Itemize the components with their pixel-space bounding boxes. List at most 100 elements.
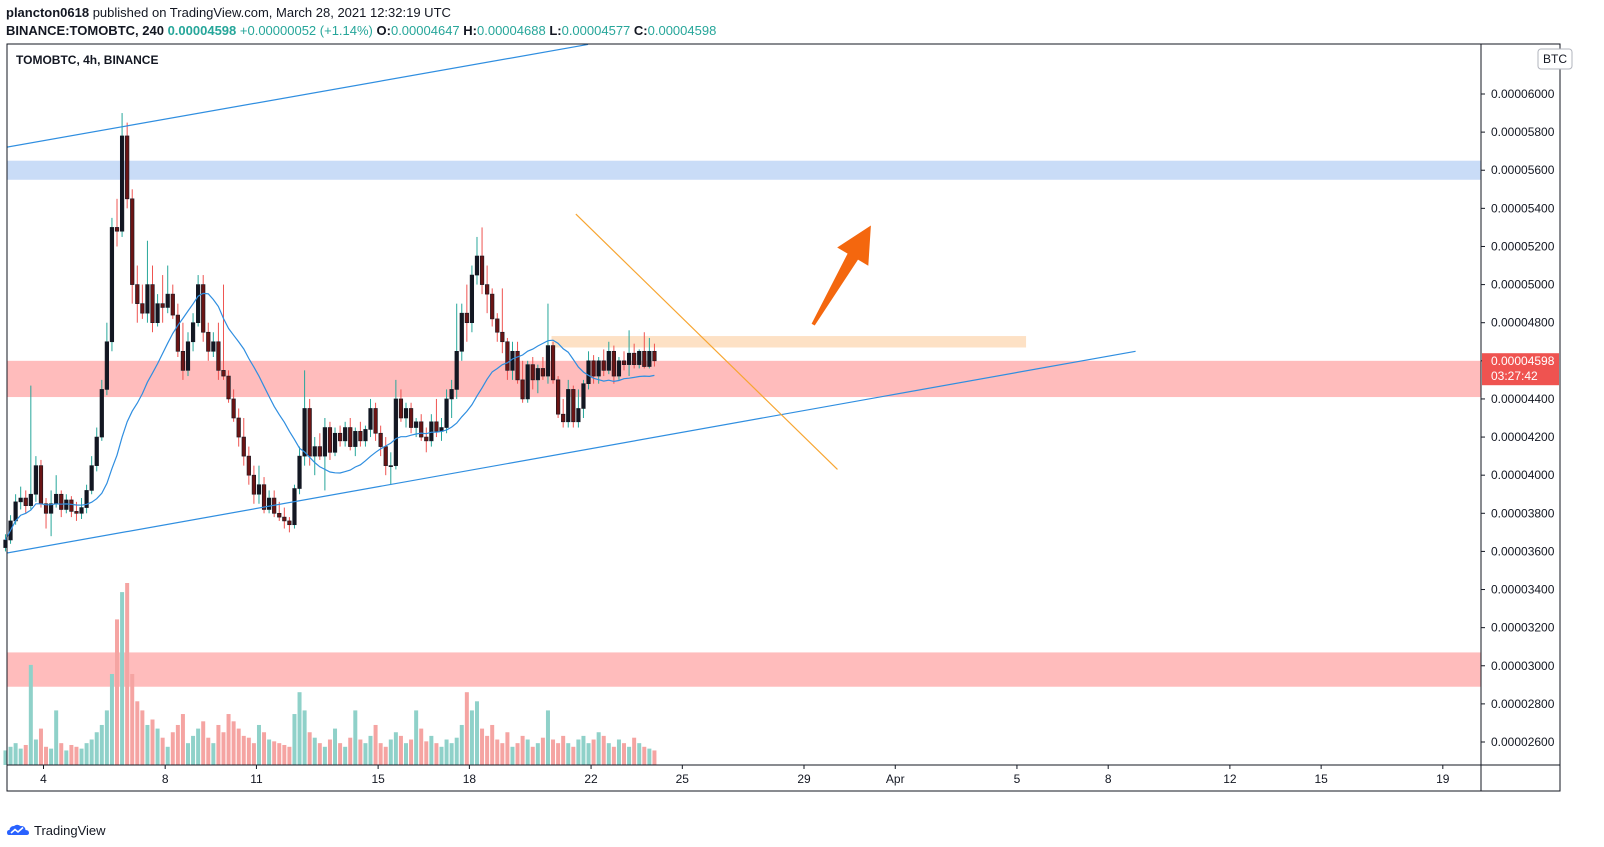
candle-body: [38, 465, 44, 505]
labels-layer: TOMOBTC, 4h, BINANCE BTC 0.0000459803:27…: [16, 48, 1573, 386]
candle-body: [64, 499, 69, 510]
price-tick-label: 0.00004400: [1491, 392, 1555, 406]
publish-info: published on TradingView.com, March 28, …: [89, 5, 451, 20]
volume-bar: [642, 746, 647, 765]
drawings-layer: [5, 44, 1136, 554]
candle-body: [348, 427, 353, 447]
volume-bar: [8, 746, 13, 765]
time-tick-label: 19: [1436, 772, 1450, 786]
upward-arrow-icon[interactable]: [811, 225, 871, 326]
volume-bar: [246, 737, 251, 765]
volume-bar: [444, 739, 449, 765]
candle-body: [479, 255, 485, 285]
volume-bar: [373, 724, 378, 765]
volume-bar: [191, 735, 196, 765]
candle-body: [459, 312, 464, 352]
candle-body: [520, 379, 525, 400]
volume-bar: [551, 739, 556, 765]
volume-bar: [388, 739, 393, 765]
tradingview-brand[interactable]: TradingView: [34, 822, 106, 838]
lower-channel-line[interactable]: [5, 350, 1136, 554]
time-tick-label: 18: [463, 772, 477, 786]
candle-body: [469, 274, 475, 324]
candle-body: [231, 398, 236, 419]
volume-bar: [160, 737, 165, 765]
volume-bar: [170, 732, 175, 765]
zone-resistance-blue[interactable]: [7, 160, 1481, 180]
candle-body: [267, 497, 272, 510]
volume-bar: [632, 737, 637, 765]
volume-bar: [59, 743, 64, 765]
volume-bar: [353, 710, 358, 765]
zone-support-red-low[interactable]: [7, 652, 1481, 687]
time-axis[interactable]: 4 8 11 15 18 22 25 29 Apr 5 8 12 15 19: [40, 765, 1450, 786]
volume-bar: [267, 739, 272, 765]
volume-bar: [540, 737, 545, 765]
volume-bar: [596, 732, 601, 765]
candle-body: [363, 429, 368, 442]
candle-body: [312, 446, 317, 457]
currency-badge[interactable]: BTC: [1543, 52, 1567, 66]
candle-body: [525, 364, 530, 400]
candle-body: [530, 364, 535, 381]
publisher-username[interactable]: plancton0618: [6, 5, 90, 20]
candle-body: [145, 284, 150, 314]
volume-bar: [510, 746, 515, 765]
volume-bar: [185, 743, 190, 765]
volume-bar: [652, 750, 657, 765]
candle-body: [13, 501, 18, 522]
candle-body: [444, 398, 449, 428]
volume-bar: [216, 724, 221, 765]
ohlc-line: BINANCE:TOMOBTC, 240 0.00004598 +0.00000…: [6, 22, 716, 40]
candle-body: [611, 350, 616, 377]
volume-bar: [530, 746, 535, 765]
candle-body: [99, 389, 104, 438]
candle-body: [23, 497, 28, 506]
volume-bar: [79, 748, 84, 765]
volume-bar: [611, 746, 616, 765]
volume-bar: [231, 721, 236, 765]
time-tick-label: 22: [584, 772, 598, 786]
volume-bar: [601, 735, 606, 765]
volume-bar: [206, 737, 211, 765]
publish-line: plancton0618 published on TradingView.co…: [6, 4, 716, 22]
zone-breakout-orange[interactable]: [551, 336, 1027, 348]
candle-body: [485, 284, 490, 295]
upper-channel-line[interactable]: [5, 44, 589, 148]
volume-bar: [165, 746, 170, 765]
candle-body: [201, 284, 206, 333]
currency-badge-box[interactable]: [1537, 48, 1573, 70]
price-axis[interactable]: 0.00002600 0.00002800 0.00003000 0.00003200…: [1481, 87, 1555, 749]
volume-bar: [64, 750, 69, 765]
chart-frame: [6, 43, 1561, 792]
time-tick-label: 5: [1014, 772, 1021, 786]
volume-bar: [18, 748, 23, 765]
volume-bar: [221, 732, 226, 765]
candle-body: [49, 503, 54, 514]
volume-bar: [525, 739, 530, 765]
candle-body: [54, 493, 59, 505]
last-price-label: 0.00004598: [1491, 354, 1555, 368]
candle-body: [408, 408, 414, 428]
candle-body: [119, 135, 125, 232]
candle-body: [59, 493, 64, 510]
candle-body: [550, 345, 556, 381]
volume-bar: [480, 728, 485, 765]
candle-body: [652, 350, 657, 362]
candle-body: [236, 417, 241, 438]
volume-bar: [500, 743, 505, 765]
price-tick-label: 0.00005600: [1491, 163, 1555, 177]
volume-layer: [3, 583, 657, 765]
candle-body: [571, 389, 576, 423]
candle-body: [419, 421, 424, 438]
candle-body: [566, 389, 571, 423]
volume-bar: [520, 735, 525, 765]
volume-bar: [333, 728, 338, 765]
volume-bar: [307, 732, 312, 765]
volume-bar: [454, 737, 459, 765]
candle-body: [403, 408, 409, 419]
tradingview-logo-icon[interactable]: [6, 822, 30, 838]
descending-line[interactable]: [575, 213, 838, 470]
volume-bar: [449, 743, 454, 765]
